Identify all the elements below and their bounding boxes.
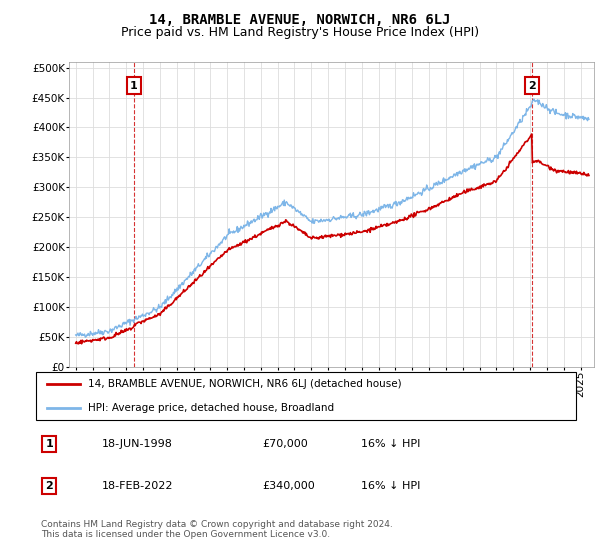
Text: 18-JUN-1998: 18-JUN-1998 (102, 439, 173, 449)
Text: 16% ↓ HPI: 16% ↓ HPI (361, 439, 421, 449)
Text: 16% ↓ HPI: 16% ↓ HPI (361, 481, 421, 491)
Text: 2: 2 (46, 481, 53, 491)
Text: Price paid vs. HM Land Registry's House Price Index (HPI): Price paid vs. HM Land Registry's House … (121, 26, 479, 39)
Text: £70,000: £70,000 (262, 439, 308, 449)
Text: 1: 1 (46, 439, 53, 449)
Text: 14, BRAMBLE AVENUE, NORWICH, NR6 6LJ (detached house): 14, BRAMBLE AVENUE, NORWICH, NR6 6LJ (de… (88, 380, 401, 390)
Text: 2: 2 (528, 81, 536, 91)
Text: HPI: Average price, detached house, Broadland: HPI: Average price, detached house, Broa… (88, 403, 334, 413)
Text: Contains HM Land Registry data © Crown copyright and database right 2024.
This d: Contains HM Land Registry data © Crown c… (41, 520, 393, 539)
Text: 18-FEB-2022: 18-FEB-2022 (102, 481, 173, 491)
Text: 1: 1 (130, 81, 138, 91)
Text: £340,000: £340,000 (262, 481, 314, 491)
FancyBboxPatch shape (35, 372, 577, 420)
Text: 14, BRAMBLE AVENUE, NORWICH, NR6 6LJ: 14, BRAMBLE AVENUE, NORWICH, NR6 6LJ (149, 13, 451, 27)
